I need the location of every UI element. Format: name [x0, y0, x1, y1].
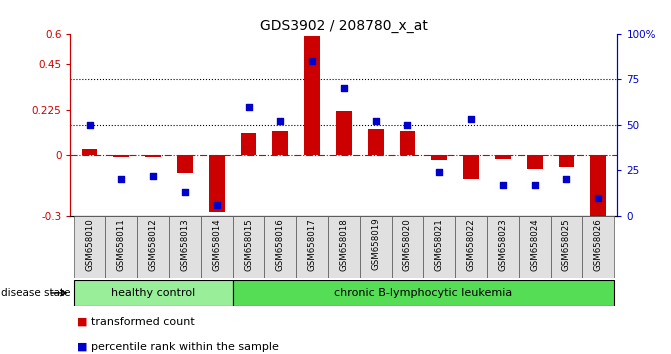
Point	[180, 189, 191, 195]
Point	[434, 169, 445, 175]
Text: GSM658019: GSM658019	[371, 218, 380, 270]
Text: GSM658020: GSM658020	[403, 218, 412, 270]
Text: GSM658010: GSM658010	[85, 218, 94, 270]
Point	[561, 177, 572, 182]
Point	[370, 118, 381, 124]
Bar	[233, 216, 264, 278]
Bar	[519, 216, 550, 278]
Point	[466, 116, 476, 122]
Bar	[145, 155, 161, 157]
Bar	[82, 149, 97, 155]
Bar	[105, 216, 138, 278]
Bar	[550, 216, 582, 278]
Bar	[431, 155, 447, 160]
Bar	[423, 216, 455, 278]
Point	[529, 182, 540, 188]
Bar	[527, 155, 543, 169]
Text: GSM658017: GSM658017	[307, 218, 317, 270]
Text: GSM658022: GSM658022	[466, 218, 476, 270]
Bar	[328, 216, 360, 278]
Point	[497, 182, 508, 188]
Text: GSM658023: GSM658023	[499, 218, 507, 270]
Bar	[360, 216, 392, 278]
Bar	[336, 110, 352, 155]
Point	[84, 122, 95, 128]
Point	[307, 58, 317, 64]
Point	[148, 173, 158, 179]
Text: GSM658014: GSM658014	[212, 218, 221, 270]
Title: GDS3902 / 208780_x_at: GDS3902 / 208780_x_at	[260, 19, 428, 33]
Bar	[74, 280, 233, 306]
Bar	[495, 155, 511, 159]
Text: transformed count: transformed count	[91, 317, 195, 327]
Bar	[558, 155, 574, 167]
Text: GSM658016: GSM658016	[276, 218, 285, 270]
Text: GSM658012: GSM658012	[148, 218, 158, 270]
Point	[275, 118, 286, 124]
Bar	[463, 155, 479, 179]
Bar	[392, 216, 423, 278]
Bar	[368, 129, 384, 155]
Bar	[304, 36, 320, 155]
Bar	[113, 155, 130, 157]
Point	[243, 104, 254, 109]
Bar	[264, 216, 296, 278]
Bar	[138, 216, 169, 278]
Text: ■: ■	[77, 342, 88, 352]
Text: GSM658018: GSM658018	[340, 218, 348, 270]
Bar	[399, 131, 415, 155]
Point	[211, 202, 222, 208]
Bar	[241, 133, 256, 155]
Bar	[233, 280, 614, 306]
Text: GSM658011: GSM658011	[117, 218, 126, 270]
Point	[593, 195, 604, 200]
Bar	[169, 216, 201, 278]
Text: GSM658015: GSM658015	[244, 218, 253, 270]
Text: disease state: disease state	[1, 288, 71, 298]
Bar	[74, 216, 105, 278]
Bar	[590, 155, 606, 228]
Text: GSM658013: GSM658013	[180, 218, 189, 270]
Text: GSM658026: GSM658026	[594, 218, 603, 270]
Text: percentile rank within the sample: percentile rank within the sample	[91, 342, 278, 352]
Bar	[582, 216, 614, 278]
Point	[402, 122, 413, 128]
Text: GSM658024: GSM658024	[530, 218, 539, 270]
Bar	[177, 155, 193, 173]
Bar	[455, 216, 487, 278]
Text: GSM658025: GSM658025	[562, 218, 571, 270]
Text: chronic B-lymphocytic leukemia: chronic B-lymphocytic leukemia	[334, 288, 513, 298]
Text: ■: ■	[77, 317, 88, 327]
Point	[338, 86, 349, 91]
Point	[116, 177, 127, 182]
Text: GSM658021: GSM658021	[435, 218, 444, 270]
Bar	[487, 216, 519, 278]
Bar	[272, 131, 289, 155]
Bar	[296, 216, 328, 278]
Text: healthy control: healthy control	[111, 288, 195, 298]
Bar	[209, 155, 225, 212]
Bar	[201, 216, 233, 278]
